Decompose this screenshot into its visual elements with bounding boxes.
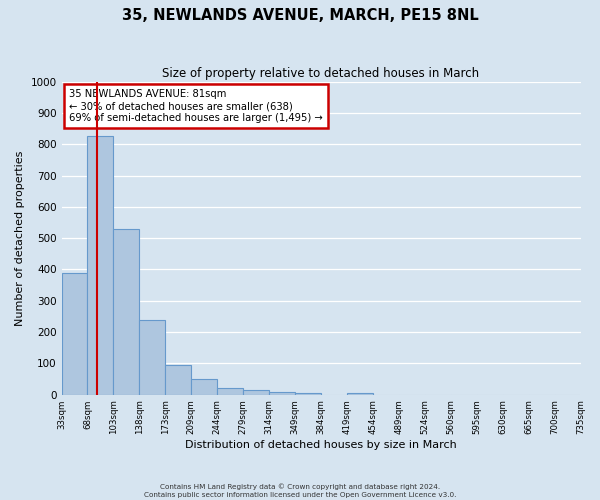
Bar	[347, 393, 373, 394]
Bar	[88, 136, 113, 394]
X-axis label: Distribution of detached houses by size in March: Distribution of detached houses by size …	[185, 440, 457, 450]
Bar	[62, 272, 88, 394]
Bar	[295, 393, 321, 394]
Bar	[191, 379, 217, 394]
Bar	[217, 388, 243, 394]
Text: Contains HM Land Registry data © Crown copyright and database right 2024.
Contai: Contains HM Land Registry data © Crown c…	[144, 484, 456, 498]
Y-axis label: Number of detached properties: Number of detached properties	[15, 150, 25, 326]
Bar	[166, 365, 191, 394]
Bar	[113, 229, 139, 394]
Text: 35 NEWLANDS AVENUE: 81sqm
← 30% of detached houses are smaller (638)
69% of semi: 35 NEWLANDS AVENUE: 81sqm ← 30% of detac…	[70, 90, 323, 122]
Text: 35, NEWLANDS AVENUE, MARCH, PE15 8NL: 35, NEWLANDS AVENUE, MARCH, PE15 8NL	[122, 8, 478, 22]
Bar	[243, 390, 269, 394]
Bar	[269, 392, 295, 394]
Title: Size of property relative to detached houses in March: Size of property relative to detached ho…	[163, 68, 479, 80]
Bar	[139, 320, 166, 394]
